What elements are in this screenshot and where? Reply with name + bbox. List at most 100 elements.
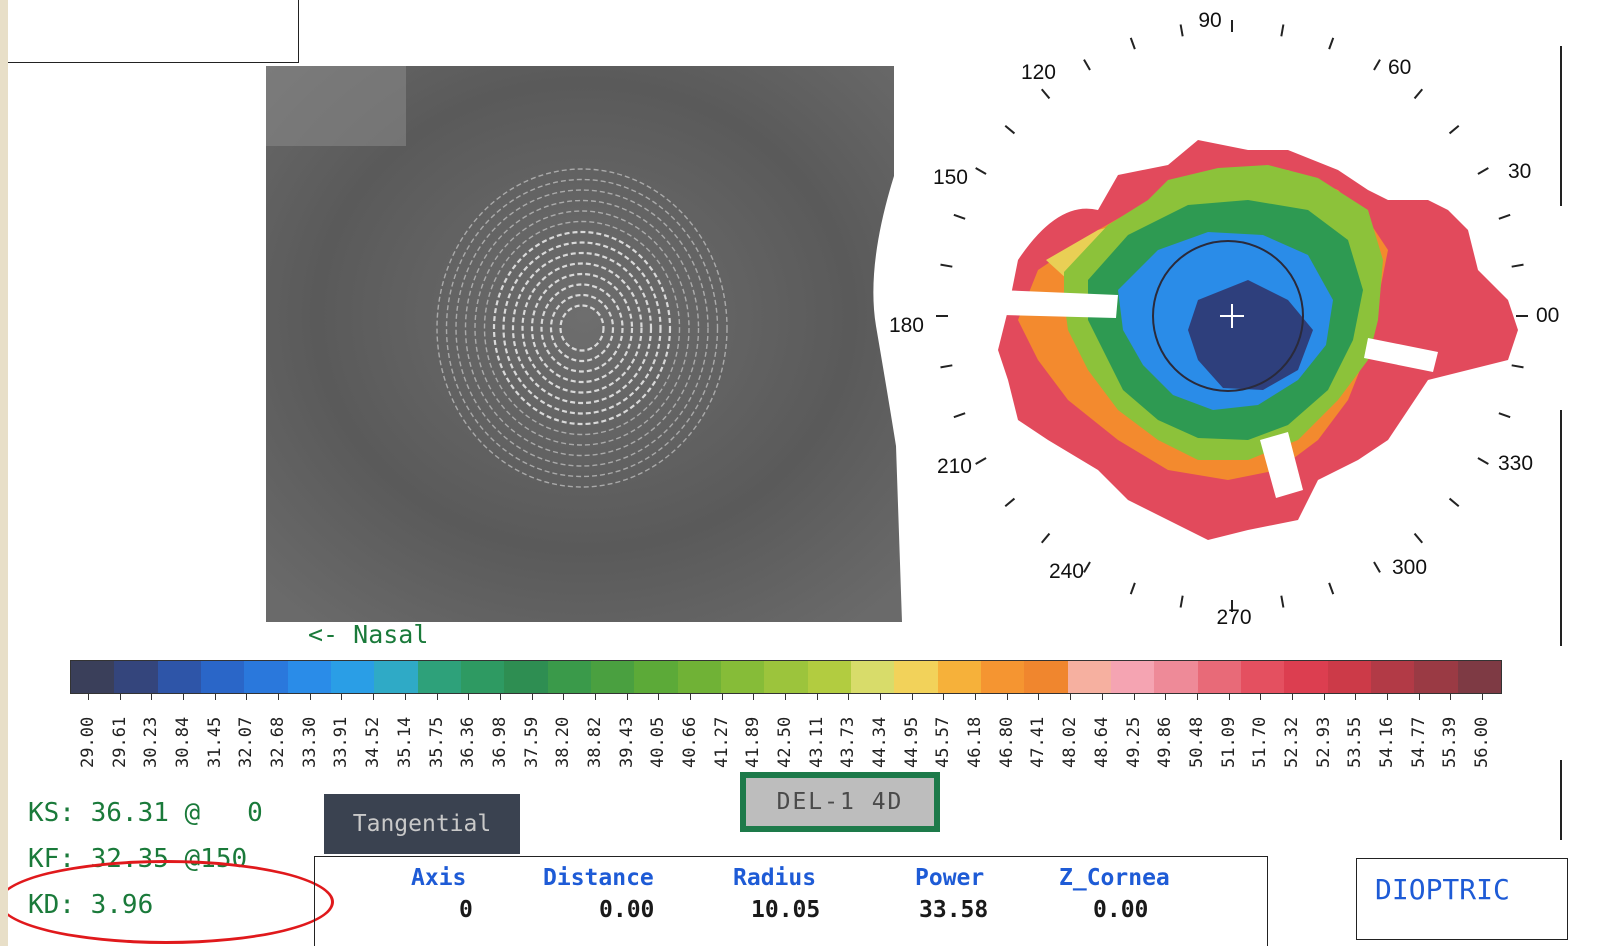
placido-ring (502, 241, 662, 415)
scale-tick (1006, 694, 1008, 700)
axis-tick (1448, 497, 1460, 508)
scale-tick (1228, 694, 1230, 700)
scale-tick (246, 694, 248, 700)
right-border-line (1560, 410, 1562, 646)
scale-label: 30.23 (141, 716, 162, 768)
axis-tick (1448, 124, 1460, 135)
scale-tick (214, 694, 216, 700)
scale-tick (404, 694, 406, 700)
pupil-outline (1152, 240, 1304, 392)
color-scale-segment (330, 661, 375, 693)
placido-ring (483, 220, 681, 436)
patient-info-box (8, 0, 299, 63)
scale-label: 42.50 (775, 716, 795, 768)
color-scale-segment (1110, 661, 1155, 693)
axis-tick (940, 263, 953, 268)
scale-label: 41.27 (711, 716, 732, 768)
scale-label: 40.66 (679, 716, 700, 768)
scale-label: 55.39 (1440, 716, 1461, 768)
delta-button[interactable]: DEL-1 4D (746, 778, 934, 826)
color-scale-segment (677, 661, 721, 693)
scale-tick (1165, 694, 1167, 700)
scale-tick (785, 694, 786, 700)
scale-label: 51.70 (1250, 716, 1271, 768)
scale-label: 35.14 (394, 716, 415, 768)
scale-label: 43.73 (838, 716, 859, 768)
mode-box: DIOPTRIC (1356, 858, 1568, 940)
color-scale-segment (980, 661, 1025, 693)
color-scale-segment (1327, 661, 1371, 693)
scale-tick (880, 694, 882, 700)
axis-label-120: 120 (1021, 61, 1056, 84)
color-scale-segment (937, 661, 981, 693)
placido-ring (436, 168, 728, 488)
axis-tick (1083, 59, 1091, 71)
scale-label: 44.95 (901, 716, 922, 768)
radius-value: 10.05 (751, 897, 821, 923)
scale-label: 46.18 (965, 716, 986, 768)
scale-label: 35.75 (426, 716, 447, 768)
axis-tick (1179, 595, 1184, 608)
dioptric-mode-label[interactable]: DIOPTRIC (1375, 873, 1510, 906)
axis-tick (1498, 213, 1511, 220)
scale-tick (1386, 694, 1388, 700)
axis-label-300: 300 (1392, 556, 1427, 579)
color-scale-segment (547, 661, 591, 693)
map-type-button[interactable]: Tangential (324, 794, 520, 854)
map-notch-left (998, 290, 1118, 318)
scale-label: 32.68 (268, 716, 289, 768)
axis-tick (1373, 561, 1381, 573)
scale-tick (1038, 694, 1040, 700)
scale-label: 40.05 (648, 716, 669, 768)
scale-tick (119, 694, 121, 700)
color-scale-segment (720, 661, 765, 693)
color-scale-segment (1284, 661, 1328, 693)
axis-label-60: 60 (1388, 56, 1411, 79)
color-scale-segment (764, 661, 808, 693)
axis-tick (1179, 24, 1184, 37)
color-scale-segment (1414, 661, 1458, 693)
center-cross (1220, 304, 1244, 328)
color-scale-segment (807, 661, 851, 693)
color-scale-segment (417, 661, 461, 693)
scale-tick (1070, 694, 1072, 700)
corneal-topography-map: 90 120 60 150 30 180 00 210 330 240 300 … (889, 9, 1559, 629)
ks-reading: KS: 36.31 @ 0 (28, 798, 263, 828)
axis-tick (1040, 88, 1051, 100)
scale-label: 34.52 (363, 716, 384, 768)
axis-tick (1413, 88, 1424, 100)
scale-tick (1133, 694, 1135, 700)
scale-tick (373, 694, 375, 700)
power-value: 33.58 (919, 897, 989, 923)
placido-ring (455, 189, 709, 467)
scale-label: 36.36 (458, 716, 479, 768)
map-notch-bottom (1260, 432, 1303, 498)
axis-tick (1004, 497, 1016, 508)
scale-label: 56.00 (1472, 716, 1492, 768)
axis-tick (1511, 364, 1524, 369)
scale-label: 52.32 (1281, 716, 1302, 768)
color-scale-segment (460, 661, 505, 693)
axis-tick (1477, 167, 1489, 175)
scale-label: 39.43 (616, 716, 637, 768)
scale-label: 46.80 (996, 716, 1017, 768)
scale-tick (975, 694, 977, 700)
scale-label: 30.84 (173, 716, 194, 768)
nasal-direction-label: <- Nasal (308, 620, 429, 649)
scale-label: 47.41 (1028, 716, 1049, 768)
topography-sheet: <- Nasal 90 120 60 150 30 180 00 210 330… (8, 0, 1608, 946)
axis-tick (1004, 124, 1016, 135)
color-scale-segment (374, 661, 418, 693)
axis-tick (1511, 263, 1524, 268)
scale-tick (1291, 694, 1293, 700)
axis-tick (975, 167, 987, 175)
scale-label: 44.34 (870, 716, 891, 768)
scale-tick (88, 694, 89, 700)
color-scale-segment (894, 661, 938, 693)
scale-label: 36.98 (489, 716, 510, 768)
color-scale-segment (200, 661, 245, 693)
axis-tick (1280, 595, 1285, 608)
distance-value: 0.00 (599, 897, 655, 923)
scale-label: 51.09 (1218, 716, 1239, 768)
axis-tick (1413, 532, 1424, 544)
